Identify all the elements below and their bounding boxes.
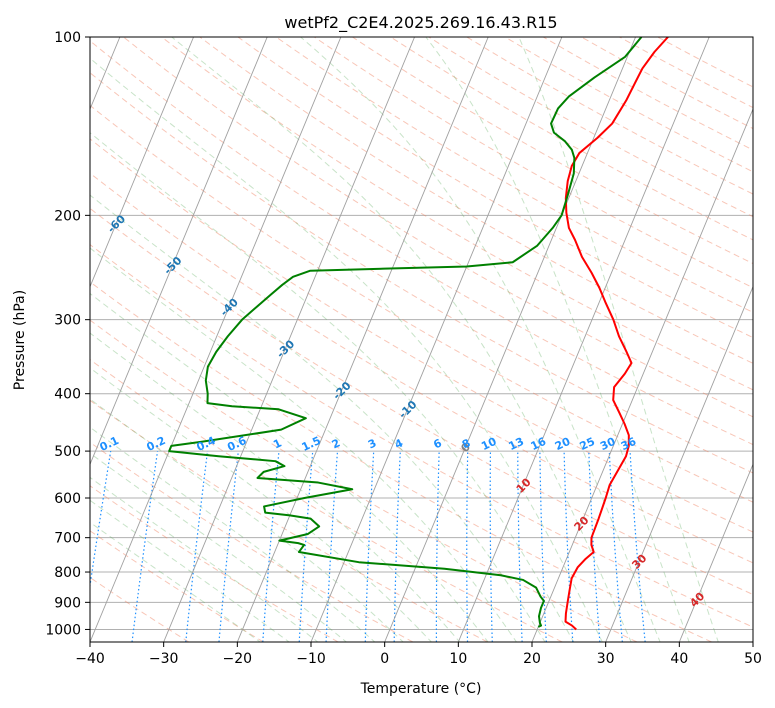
y-tick-label: 1000 [45,622,81,638]
temperature-profile [564,37,669,631]
moist-adiabat [300,37,661,642]
dry-adiabat [90,530,264,642]
moist-adiabat [90,194,546,642]
mixing-ratio-line [262,451,280,642]
y-tick-label: 500 [54,444,81,460]
dry-adiabat [90,207,753,596]
isotherm [531,107,753,642]
moist-adiabat [90,247,518,642]
dry-adiabat [90,485,339,642]
y-tick-label: 200 [54,208,81,224]
moist-adiabat [90,332,461,642]
moist-adiabat [90,426,376,642]
mixing-ratio-line [629,451,646,642]
moist-adiabat [90,57,603,642]
y-axis-label: Pressure (hPa) [12,290,28,390]
isotherm [310,37,563,642]
mixing-ratio-label: 20 [553,435,573,453]
pressure-gridlines [90,37,753,630]
dry-adiabat [90,138,753,533]
x-tick-label: −10 [296,651,326,667]
isotherm [90,37,268,466]
x-tick-label: 0 [380,651,389,667]
moist-adiabat [90,452,348,642]
mixing-ratio-line [218,451,239,642]
moist-adiabats [90,37,719,642]
moist-adiabat [518,37,719,642]
mixing-ratio-line [90,451,112,590]
x-tick-label: 40 [670,651,688,667]
x-axis-ticks: −40 −30 −20 −10 0 10 20 30 40 50 [75,642,762,667]
y-tick-label: 600 [54,491,81,507]
dry-adiabat [313,37,753,289]
x-tick-label: 20 [523,651,541,667]
x-tick-label: −30 [149,651,179,667]
y-tick-label: 700 [54,531,81,547]
x-tick-label: 30 [597,651,615,667]
moist-adiabat [171,37,632,642]
dry-adiabat [237,37,753,339]
dry-adiabat [90,243,753,628]
dry-adiabat [90,399,488,642]
y-tick-label: 300 [54,313,81,329]
mixing-ratio-label: 25 [578,435,597,453]
mixing-ratio-label: 13 [507,435,526,453]
chart-title: wetPf2_C2E4.2025.269.16.43.R15 [284,13,557,33]
dry-adiabat [90,40,753,446]
y-tick-label: 900 [54,595,81,611]
profiles [168,37,669,631]
isotherm [457,37,710,642]
x-tick-label: 50 [744,651,762,667]
y-tick-label: 100 [54,30,81,46]
isotherm [605,285,753,642]
plot-frame [89,36,754,643]
y-tick-label: 800 [54,565,81,581]
isotherm [163,37,415,642]
x-tick-label: −20 [223,651,253,667]
mixing-ratio-label: 10 [479,435,499,453]
x-tick-label: −40 [75,651,105,667]
dry-adiabat [90,358,563,642]
isotherm [678,463,753,642]
x-axis-label: Temperature (°C) [360,681,482,697]
moist-adiabat [90,367,433,642]
moist-adiabat [90,499,290,642]
moist-adiabat [90,398,404,642]
mixing-ratio-line [185,451,209,642]
y-axis-ticks: 100 200 300 400 500 600 700 800 900 1000 [45,30,90,638]
x-tick-label: 10 [449,651,467,667]
y-tick-label: 400 [54,387,81,403]
isotherm [384,37,636,642]
moist-adiabat [90,132,575,642]
moist-adiabat [425,37,690,642]
mixing-ratio-label: 16 [529,435,549,453]
dewpoint-profile [168,37,643,628]
mixing-ratio-label: 30 [598,435,618,453]
dry-adiabat [199,37,753,364]
mixing-ratio-label: 36 [619,435,639,453]
dry-adiabat [90,281,712,642]
dry-adiabat [90,72,753,474]
isotherm [90,37,342,642]
isotherm [90,37,194,288]
